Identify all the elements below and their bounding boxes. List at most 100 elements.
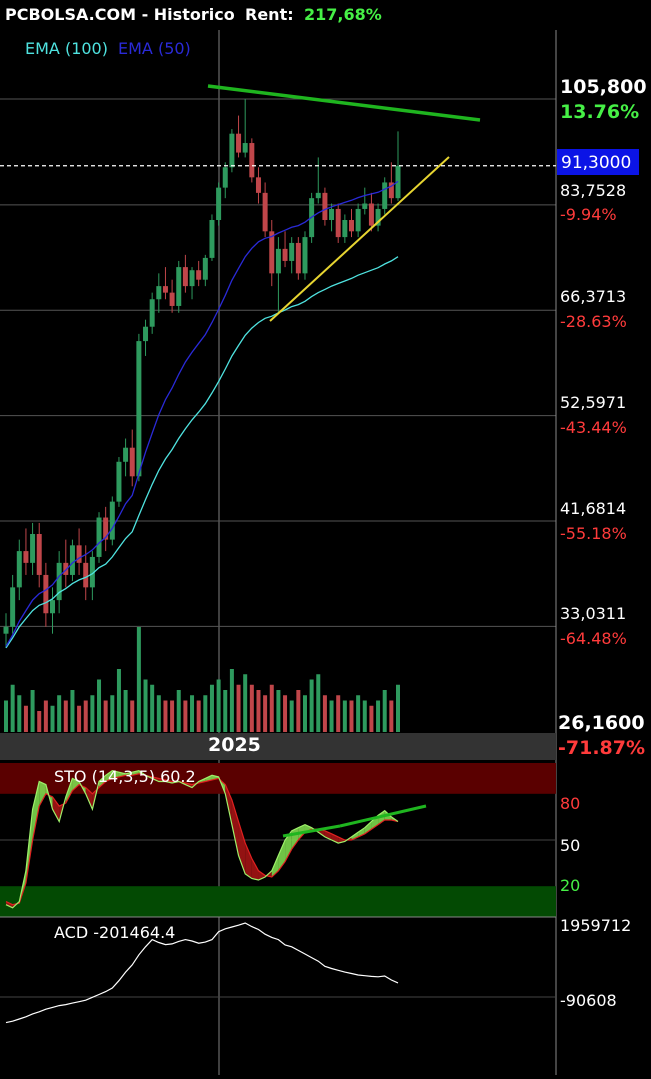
candle xyxy=(355,203,361,238)
candle-body xyxy=(222,167,228,188)
candle xyxy=(149,292,155,334)
volume-bar xyxy=(4,700,8,732)
candle xyxy=(229,129,235,173)
resistance-trendline xyxy=(207,84,481,122)
candle xyxy=(202,254,208,287)
site-title: PCBOLSA.COM - Historico xyxy=(5,5,235,24)
legend-ema50: EMA (50) xyxy=(118,39,191,58)
time-axis-bar xyxy=(0,733,556,760)
volume-bar xyxy=(302,695,307,732)
sto-level-20: 20 xyxy=(560,876,580,895)
candle-body xyxy=(162,286,168,293)
candle xyxy=(109,496,115,546)
volume-bar xyxy=(296,690,301,732)
price-level-pct: -28.63% xyxy=(560,312,627,331)
candle-body xyxy=(249,143,255,178)
volume-bar xyxy=(50,705,55,732)
acd-label: ACD -201464.4 xyxy=(54,923,175,942)
candle xyxy=(216,182,222,226)
volume-bar xyxy=(176,690,181,732)
sto-fill xyxy=(245,843,252,879)
candle-body xyxy=(315,192,321,199)
volume-bar xyxy=(342,700,347,732)
candle xyxy=(242,99,248,158)
volume-bar xyxy=(130,700,135,732)
volume-bar xyxy=(316,674,321,732)
candle xyxy=(302,231,308,280)
candle-body xyxy=(89,556,95,588)
candle-body xyxy=(156,286,162,300)
candle-body xyxy=(335,208,341,238)
candle-body xyxy=(143,326,149,342)
sto-level-50: 50 xyxy=(560,836,580,855)
candle xyxy=(222,162,228,199)
candle-body xyxy=(56,562,62,601)
year-label: 2025 xyxy=(208,734,261,756)
price-level-pct: -55.18% xyxy=(560,524,627,543)
candle-body xyxy=(149,299,155,327)
candle xyxy=(255,167,261,204)
price-level-2: 52,5971 -43.44% xyxy=(560,393,627,437)
candle-body xyxy=(69,545,75,575)
sto-oversold-zone xyxy=(0,886,556,917)
volume-bar xyxy=(196,700,201,732)
sto-k-line xyxy=(5,770,399,909)
volume-bar xyxy=(17,695,22,732)
candle-body xyxy=(169,292,175,306)
volume-bars xyxy=(4,627,400,732)
price-level-pct: -9.94% xyxy=(560,205,617,224)
candle xyxy=(189,267,195,300)
price-level-pct: -64.48% xyxy=(560,629,627,648)
candle-body xyxy=(196,270,202,280)
candle-body xyxy=(36,534,42,575)
volume-bar xyxy=(77,705,82,732)
volume-bar xyxy=(329,700,334,732)
sto-fill xyxy=(318,829,325,837)
volume-bar xyxy=(322,695,327,732)
candle-body xyxy=(123,447,129,462)
volume-bar xyxy=(336,695,341,732)
volume-bar xyxy=(216,679,221,732)
candle xyxy=(282,231,288,268)
candle-body xyxy=(229,133,235,168)
candle-body xyxy=(30,534,36,563)
volume-bar xyxy=(10,684,15,732)
volume-bar xyxy=(170,700,175,732)
volume-bar xyxy=(236,684,241,732)
candle-body xyxy=(109,501,115,540)
sto-label: STO (14,3,5) 60.2 xyxy=(54,767,196,786)
candle xyxy=(16,539,22,601)
acd-level-mid: -90608 xyxy=(560,991,617,1010)
volume-bar xyxy=(90,695,95,732)
acd-line xyxy=(5,922,399,1024)
candle xyxy=(209,214,215,261)
candle xyxy=(169,279,175,313)
sto-fill xyxy=(39,781,46,807)
candle-body xyxy=(388,182,394,199)
candle-body xyxy=(302,237,308,274)
candle-body xyxy=(242,143,248,153)
candle xyxy=(10,574,16,634)
candle xyxy=(76,528,82,575)
candle xyxy=(3,613,9,648)
sto-fill xyxy=(52,796,60,822)
candle-body xyxy=(209,219,215,258)
price-level-value: 41,6814 xyxy=(560,499,626,518)
volume-bar xyxy=(229,669,234,732)
candle-body xyxy=(362,203,368,209)
candle xyxy=(96,512,102,563)
sto-fill xyxy=(32,781,40,840)
candle xyxy=(89,551,95,601)
volume-bar xyxy=(83,700,88,732)
volume-bar xyxy=(183,700,188,732)
price-level-1: 66,3713 -28.63% xyxy=(560,287,627,331)
candle xyxy=(36,522,42,588)
candle xyxy=(249,138,255,183)
candle-body xyxy=(16,551,22,588)
volume-bar xyxy=(110,695,115,732)
candle-body xyxy=(269,231,275,274)
volume-bar xyxy=(396,684,400,732)
candle-body xyxy=(236,133,242,153)
candle-body xyxy=(355,208,361,232)
price-top-value: 105,800 xyxy=(560,76,647,98)
